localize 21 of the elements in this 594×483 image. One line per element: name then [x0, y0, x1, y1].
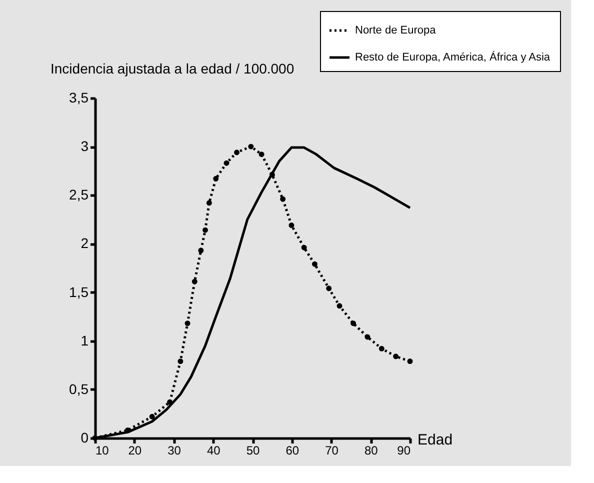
x-tick-label: 40 [206, 444, 221, 458]
x-tick-label: 80 [364, 444, 378, 458]
y-tick-label: 0 [80, 430, 89, 446]
x-tick-label: 70 [325, 444, 339, 458]
y-axis-title: Incidencia ajustada a la edad / 100.000 [50, 60, 294, 76]
x-tick-label: 60 [286, 444, 300, 458]
y-tick-label: 1,5 [69, 284, 89, 300]
x-tick-label: 50 [246, 444, 260, 458]
x-tick-label: 90 [397, 444, 411, 458]
x-tick-label: 20 [128, 444, 142, 458]
x-tick-label: 30 [168, 444, 182, 458]
legend-label: Norte de Europa [355, 24, 437, 36]
y-tick-label: 2 [80, 235, 89, 252]
y-tick-label: 3,5 [69, 90, 89, 106]
y-tick-label: 3 [80, 138, 89, 154]
y-tick-label: 0,5 [69, 380, 89, 397]
y-tick-label: 2,5 [69, 186, 89, 203]
y-tick-label: 1 [80, 332, 89, 348]
x-axis-title: Edad [418, 432, 453, 448]
legend-label: Resto de Europa, América, África y Asia [355, 50, 551, 64]
x-tick-label: 10 [96, 444, 110, 458]
